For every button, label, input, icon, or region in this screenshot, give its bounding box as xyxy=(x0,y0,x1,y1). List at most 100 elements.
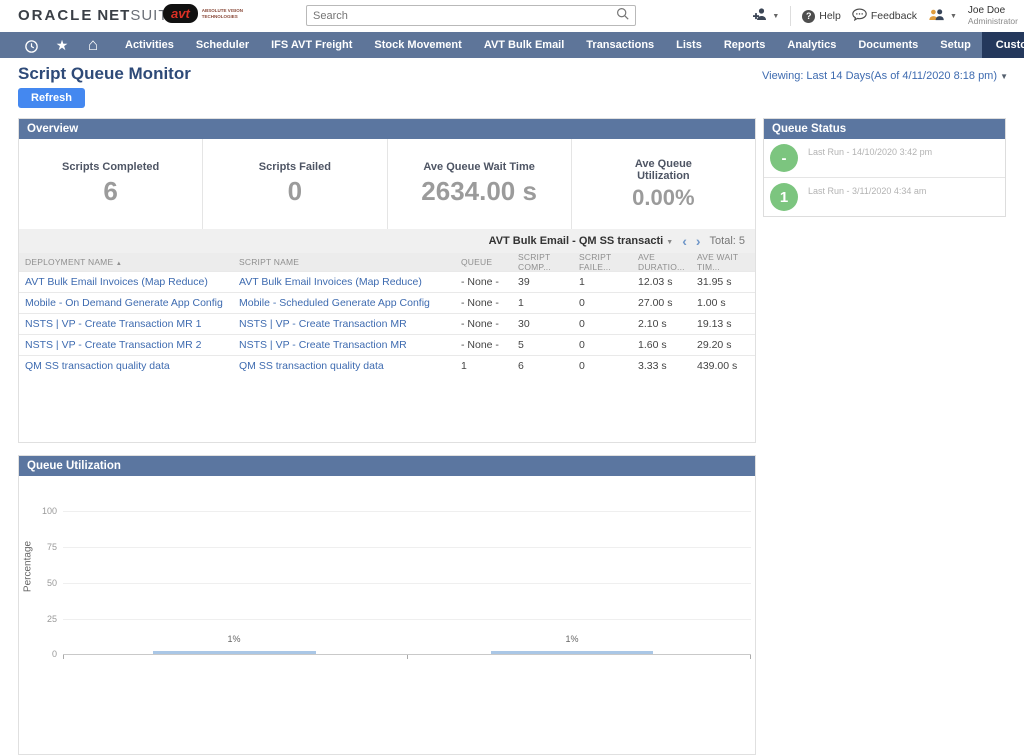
nav-item-lists[interactable]: Lists xyxy=(676,39,702,51)
x-tick-mark xyxy=(63,655,64,659)
top-header-bar: ORACLE NETSUITE avt ABSOLUTE VISION TECH… xyxy=(0,0,1024,32)
nav-item-activities[interactable]: Activities xyxy=(125,39,174,51)
ave-wait-cell: 19.13 s xyxy=(697,318,732,330)
nav-item-ifs-avt-freight[interactable]: IFS AVT Freight xyxy=(271,39,353,51)
help-button[interactable]: ? Help xyxy=(802,9,841,23)
queue-utilization-chart: Percentage 100 75 50 25 0 1% 1% xyxy=(19,476,755,756)
last-run-text: Last Run - 3/11/2020 4:34 am xyxy=(808,186,927,196)
quick-add-icon xyxy=(752,7,768,26)
ave-wait-cell: 439.00 s xyxy=(697,360,738,372)
stat-ave-queue-utilization: Ave Queue Utilization 0.00% xyxy=(570,139,755,229)
stat-label: Ave Queue Wait Time xyxy=(423,161,535,173)
stat-label: Scripts Completed xyxy=(62,161,160,173)
y-tick: 0 xyxy=(51,649,57,659)
nav-item-analytics[interactable]: Analytics xyxy=(787,39,837,51)
queue-status-item: - Last Run - 14/10/2020 3:42 pm xyxy=(764,139,1005,177)
ave-duration-cell: 2.10 s xyxy=(638,318,667,330)
total-count: Total: 5 xyxy=(709,235,745,247)
shortcuts-star-icon[interactable]: ★ xyxy=(55,37,69,53)
completed-cell: 30 xyxy=(518,318,530,330)
recent-records-icon[interactable] xyxy=(22,32,40,58)
user-name: Joe Doe xyxy=(967,5,1006,17)
col-script-failed[interactable]: SCRIPT FAILE... xyxy=(579,252,612,272)
nav-item-scheduler[interactable]: Scheduler xyxy=(195,39,250,51)
divider xyxy=(790,6,792,26)
nav-icon-group: ★ ⌂ xyxy=(0,32,114,58)
overview-stats: Scripts Completed 6 Scripts Failed 0 Ave… xyxy=(19,139,755,229)
table-filter-row: AVT Bulk Email - QM SS transacti ▼ ‹ › T… xyxy=(19,229,755,253)
script-link[interactable]: NSTS | VP - Create Transaction MR xyxy=(239,339,407,351)
script-link[interactable]: Mobile - Scheduled Generate App Config xyxy=(239,297,430,309)
avt-badge: avt xyxy=(163,4,198,23)
quick-add-menu[interactable]: ▼ xyxy=(752,7,779,26)
completed-cell: 6 xyxy=(518,360,524,372)
nav-item-documents[interactable]: Documents xyxy=(858,39,919,51)
search-icon[interactable] xyxy=(616,7,629,25)
chevron-down-icon: ▼ xyxy=(949,12,957,20)
user-info[interactable]: Joe Doe Administrator xyxy=(968,5,1018,26)
y-tick: 100 xyxy=(41,506,57,516)
nav-item-setup[interactable]: Setup xyxy=(940,39,971,51)
oracle-netsuite-logo: ORACLE NETSUITE xyxy=(18,7,180,24)
viewing-range-selector[interactable]: Viewing: Last 14 Days(As of 4/11/2020 8:… xyxy=(762,70,1008,82)
script-link[interactable]: QM SS transaction quality data xyxy=(239,360,384,372)
ave-duration-cell: 1.60 s xyxy=(638,339,667,351)
overview-panel: Overview Scripts Completed 6 Scripts Fai… xyxy=(18,118,756,443)
queue-cell: - None - xyxy=(461,276,499,288)
nav-item-reports[interactable]: Reports xyxy=(723,39,766,51)
y-tick: 25 xyxy=(46,614,57,624)
y-tick: 75 xyxy=(46,542,57,552)
bar-value-label: 1% xyxy=(565,634,579,644)
main-navigation: ★ ⌂ Activities Scheduler IFS AVT Freight… xyxy=(0,32,1024,58)
y-tick: 50 xyxy=(46,578,57,588)
roles-menu[interactable]: ▼ xyxy=(928,8,957,25)
global-search[interactable] xyxy=(306,5,636,26)
ave-wait-cell: 29.20 s xyxy=(697,339,732,351)
col-ave-duration[interactable]: AVE DURATIO... xyxy=(638,252,685,272)
search-input[interactable] xyxy=(313,9,616,22)
deployment-link[interactable]: AVT Bulk Email Invoices (Map Reduce) xyxy=(25,276,208,288)
script-link[interactable]: AVT Bulk Email Invoices (Map Reduce) xyxy=(239,276,422,288)
chevron-down-icon: ▼ xyxy=(666,239,674,246)
refresh-button[interactable]: Refresh xyxy=(18,88,85,108)
deployment-link[interactable]: NSTS | VP - Create Transaction MR 1 xyxy=(25,318,202,330)
col-deployment-name[interactable]: DEPLOYMENT NAME ▲ xyxy=(25,257,123,267)
col-script-completed[interactable]: SCRIPT COMP... xyxy=(518,252,551,272)
col-ave-wait-time[interactable]: AVE WAIT TIM... xyxy=(697,252,739,272)
deployment-filter-dropdown[interactable]: AVT Bulk Email - QM SS transacti ▼ xyxy=(488,235,674,247)
feedback-button[interactable]: Feedback xyxy=(852,8,917,24)
pager-previous-button[interactable]: ‹ xyxy=(682,233,687,249)
nav-item-customization[interactable]: Customization xyxy=(981,32,1024,58)
table-row: Mobile - On Demand Generate App Config M… xyxy=(19,292,755,313)
deployment-link[interactable]: Mobile - On Demand Generate App Config xyxy=(25,297,223,309)
queue-utilization-panel: Queue Utilization Percentage 100 75 50 2… xyxy=(18,455,756,755)
sort-ascending-icon: ▲ xyxy=(115,261,123,267)
col-queue[interactable]: QUEUE xyxy=(461,257,493,267)
overview-panel-title: Overview xyxy=(19,119,755,139)
failed-cell: 0 xyxy=(579,360,585,372)
deployment-link[interactable]: QM SS transaction quality data xyxy=(25,360,170,372)
deployment-link[interactable]: NSTS | VP - Create Transaction MR 2 xyxy=(25,339,202,351)
script-link[interactable]: NSTS | VP - Create Transaction MR xyxy=(239,318,407,330)
viewing-label: Viewing: Last 14 Days(As of 4/11/2020 8:… xyxy=(762,70,998,82)
stat-value: 2634.00 s xyxy=(421,176,537,206)
ave-wait-cell: 1.00 s xyxy=(697,297,726,309)
nav-item-avt-bulk-email[interactable]: AVT Bulk Email xyxy=(483,39,565,51)
queue-cell: - None - xyxy=(461,318,499,330)
failed-cell: 1 xyxy=(579,276,585,288)
x-tick-mark xyxy=(750,655,751,659)
stat-scripts-failed: Scripts Failed 0 xyxy=(202,139,386,229)
ave-wait-cell: 31.95 s xyxy=(697,276,732,288)
utilization-bar xyxy=(491,651,653,654)
ave-duration-cell: 12.03 s xyxy=(638,276,673,288)
queue-cell: 1 xyxy=(461,360,467,372)
home-icon[interactable]: ⌂ xyxy=(87,35,99,54)
nav-item-transactions[interactable]: Transactions xyxy=(586,39,655,51)
stat-value: 0 xyxy=(287,176,303,206)
col-script-name[interactable]: SCRIPT NAME xyxy=(239,257,300,267)
nav-item-stock-movement[interactable]: Stock Movement xyxy=(374,39,462,51)
completed-cell: 5 xyxy=(518,339,524,351)
pager-next-button[interactable]: › xyxy=(695,233,701,249)
stat-value: 0.00% xyxy=(632,184,695,210)
last-run-text: Last Run - 14/10/2020 3:42 pm xyxy=(808,147,933,157)
